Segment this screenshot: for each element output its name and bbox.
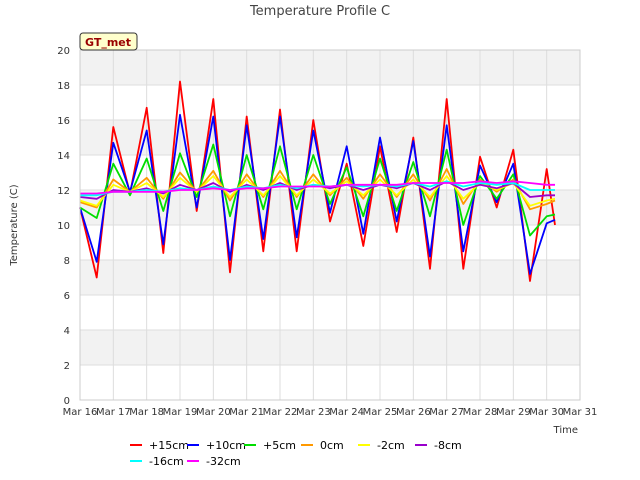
x-tick-label: Mar 24 xyxy=(329,407,364,418)
x-tick-label: Mar 18 xyxy=(129,407,164,418)
series-line xyxy=(80,180,555,195)
series-layer xyxy=(79,80,556,282)
background-band xyxy=(80,50,580,85)
x-tick-label: Mar 25 xyxy=(363,407,398,418)
y-axis-ticks: 0 2 4 6 8 10 12 14 16 18 20 xyxy=(57,46,70,407)
plot-frame xyxy=(79,49,581,401)
legend-label: -32cm xyxy=(206,455,241,468)
legend-label: -8cm xyxy=(434,439,462,452)
x-axis-title: Time xyxy=(553,425,578,436)
y-tick-label: 8 xyxy=(64,256,70,267)
x-tick-label: Mar 22 xyxy=(263,407,298,418)
x-tick-label: Mar 23 xyxy=(296,407,331,418)
background-band xyxy=(80,85,580,120)
x-tick-label: Mar 21 xyxy=(229,407,264,418)
legend-item: +10cm xyxy=(187,439,246,452)
x-tick-label: Mar 30 xyxy=(529,407,564,418)
legend-label: 0cm xyxy=(320,439,344,452)
y-tick-label: 14 xyxy=(57,151,70,162)
background-band xyxy=(80,260,580,295)
x-tick-label: Mar 17 xyxy=(96,407,131,418)
x-tick-label: Mar 16 xyxy=(63,407,98,418)
legend-label: +5cm xyxy=(263,439,296,452)
x-tick-label: Mar 28 xyxy=(463,407,498,418)
legend-item: -16cm xyxy=(130,455,184,468)
site-tag: GT_met xyxy=(79,32,138,51)
y-tick-label: 4 xyxy=(64,326,70,337)
y-tick-label: 18 xyxy=(57,81,70,92)
legend-label: -16cm xyxy=(149,455,184,468)
y-tick-label: 6 xyxy=(64,291,70,302)
legend-item: -2cm xyxy=(358,439,405,452)
x-tick-label: Mar 26 xyxy=(396,407,431,418)
x-tick-label: Mar 29 xyxy=(496,407,531,418)
legend-label: -2cm xyxy=(377,439,405,452)
y-axis-title: Temperature (C) xyxy=(9,184,20,266)
x-tick-label: Mar 27 xyxy=(429,407,464,418)
chart-title: Temperature Profile C xyxy=(249,4,390,19)
y-tick-label: 2 xyxy=(64,361,70,372)
background-band xyxy=(80,295,580,330)
legend-label: +10cm xyxy=(206,439,246,452)
y-tick-label: 12 xyxy=(57,186,70,197)
legend-label: +15cm xyxy=(149,439,189,452)
x-tick-label: Mar 19 xyxy=(163,407,198,418)
legend-item: -8cm xyxy=(415,439,462,452)
x-tick-label: Mar 20 xyxy=(196,407,231,418)
y-tick-label: 20 xyxy=(57,46,70,57)
background-band xyxy=(80,330,580,365)
background-band xyxy=(80,365,580,400)
background-band xyxy=(80,225,580,260)
x-tick-label: Mar 31 xyxy=(563,407,598,418)
series-line xyxy=(79,113,556,275)
y-tick-label: 16 xyxy=(57,116,70,127)
background-band xyxy=(80,120,580,155)
legend-item: +15cm xyxy=(130,439,189,452)
y-tick-label: 0 xyxy=(64,396,70,407)
legend-item: 0cm xyxy=(301,439,344,452)
legend-item: +5cm xyxy=(244,439,296,452)
series-line xyxy=(79,143,556,237)
legend: +15cm +10cm +5cm 0cm -2cm -8cm -16cm -32cm xyxy=(130,439,462,468)
site-tag-label: GT_met xyxy=(85,36,131,49)
legend-item: -32cm xyxy=(187,455,241,468)
y-tick-label: 10 xyxy=(57,221,70,232)
